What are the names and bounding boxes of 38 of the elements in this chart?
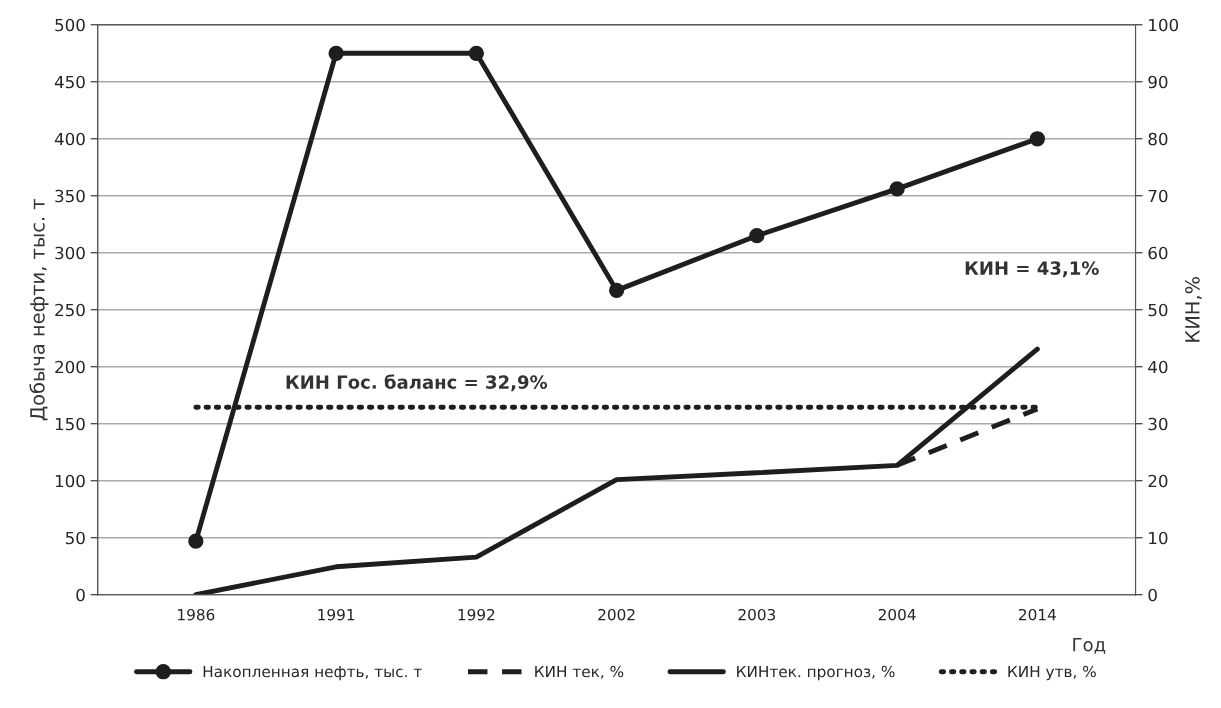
x-tick-label: 1991 bbox=[318, 608, 355, 621]
y-tick-label: 0 bbox=[76, 588, 85, 602]
y2-tick-label: 0 bbox=[1148, 588, 1157, 602]
x-tick-label: 2014 bbox=[1019, 608, 1056, 621]
x-tick-label: 2004 bbox=[878, 608, 916, 621]
x-tick-label: 2003 bbox=[738, 608, 776, 621]
y2-tick-label: 90 bbox=[1148, 75, 1168, 89]
annotation: КИН = 43,1% bbox=[965, 261, 1099, 278]
legend-label: КИН утв, % bbox=[1008, 665, 1096, 681]
y-tick-label: 200 bbox=[55, 360, 85, 374]
y2-tick-label: 10 bbox=[1149, 531, 1168, 545]
y2-tick-label: 40 bbox=[1148, 360, 1168, 374]
y2-tick-label: 80 bbox=[1148, 132, 1168, 146]
legend-label: КИН тек, % bbox=[535, 665, 624, 679]
y-tick-label: 100 bbox=[55, 474, 85, 488]
y2-tick-label: 100 bbox=[1149, 18, 1179, 32]
y-tick-label: 400 bbox=[54, 132, 85, 146]
legend-label: КИНтек. прогноз, % bbox=[737, 665, 895, 681]
y-axis-title: Добыча нефти, тыс. т bbox=[29, 198, 49, 421]
y2-tick-label: 30 bbox=[1148, 417, 1168, 431]
legend-label: Накопленная нефть, тыс. т bbox=[203, 665, 422, 681]
x-axis-title: Год bbox=[1073, 638, 1106, 654]
y-tick-label: 50 bbox=[65, 531, 85, 545]
annotation: КИН Гос. баланс = 32,9% bbox=[286, 374, 548, 392]
y2-tick-label: 60 bbox=[1148, 246, 1168, 260]
x-tick-label: 2002 bbox=[598, 608, 635, 621]
y-tick-label: 500 bbox=[55, 18, 85, 32]
x-tick-label: 1986 bbox=[178, 608, 215, 621]
y-tick-label: 450 bbox=[54, 75, 85, 89]
y-tick-label: 150 bbox=[55, 417, 85, 431]
y-tick-label: 250 bbox=[55, 303, 85, 317]
y-tick-label: 300 bbox=[55, 246, 85, 260]
y2-tick-label: 70 bbox=[1148, 189, 1168, 203]
y2-tick-label: 50 bbox=[1148, 303, 1168, 317]
y2-axis-title: КИН,% bbox=[1185, 277, 1202, 342]
x-tick-label: 1992 bbox=[458, 608, 495, 621]
y2-tick-label: 20 bbox=[1148, 474, 1168, 488]
y-tick-label: 350 bbox=[55, 189, 85, 203]
